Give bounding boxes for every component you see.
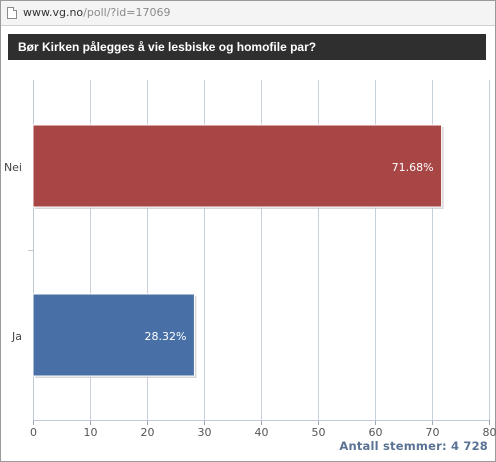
url-host: www.vg.no (23, 6, 84, 19)
bar-ja (32, 293, 195, 377)
total-votes: Antall stemmer: 4 728 (339, 439, 488, 453)
category-label: Nei (4, 161, 22, 174)
address-bar[interactable]: www.vg.no/poll/?id=17069 (1, 1, 495, 26)
poll-title-bar: Bør Kirken pålegges å vie lesbiske og ho… (8, 34, 486, 60)
poll-title: Bør Kirken pålegges å vie lesbiske og ho… (18, 40, 317, 54)
url-path: /poll/?id=17069 (83, 6, 171, 19)
x-tick-label: 30 (198, 426, 212, 439)
x-tick-label: 50 (312, 426, 326, 439)
x-tick-label: 80 (483, 426, 496, 439)
category-label: Ja (11, 330, 22, 343)
x-tick-label: 60 (369, 426, 383, 439)
bar-nei (32, 124, 443, 208)
x-tick-label: 70 (426, 426, 440, 439)
data-label: 71.68% (392, 161, 434, 174)
x-tick-label: 20 (141, 426, 155, 439)
url-text[interactable]: www.vg.no/poll/?id=17069 (23, 6, 171, 19)
page-icon (7, 7, 17, 19)
x-tick-label: 0 (30, 426, 37, 439)
data-label: 28.32% (144, 330, 186, 343)
x-tick-label: 40 (255, 426, 269, 439)
x-tick-label: 10 (84, 426, 98, 439)
